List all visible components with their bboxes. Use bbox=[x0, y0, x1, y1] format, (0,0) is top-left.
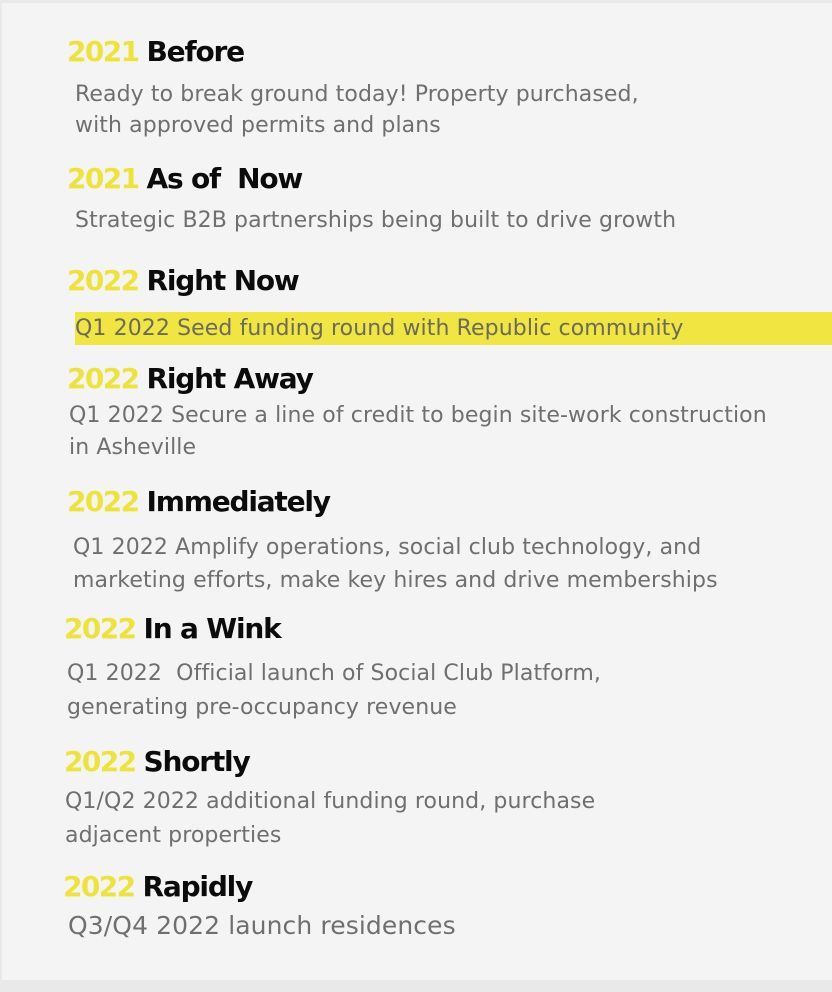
milestone-year: 2021 bbox=[67, 162, 140, 195]
milestone-title: As of Now bbox=[146, 162, 304, 195]
timeline-page: 2021 Before Ready to break ground today! … bbox=[2, 3, 832, 980]
milestone-year: 2022 bbox=[67, 362, 140, 395]
milestone-description: Q1 2022 Amplify operations, social club … bbox=[73, 531, 718, 597]
description-line: in Asheville bbox=[69, 435, 197, 460]
milestone-description: Q1/Q2 2022 additional funding round, pur… bbox=[65, 785, 595, 853]
description-line: adjacent properties bbox=[65, 823, 282, 848]
description-line: Q1 2022 Official launch of Social Club P… bbox=[67, 661, 601, 686]
description-line: Ready to break ground today! Property pu… bbox=[75, 82, 639, 107]
description-line: generating pre-occupancy revenue bbox=[67, 695, 457, 720]
milestone-heading: 2022 Shortly bbox=[64, 745, 251, 779]
milestone-title: In a Wink bbox=[143, 612, 282, 645]
milestone-title: Immediately bbox=[146, 485, 332, 518]
milestone-title: Right Away bbox=[146, 362, 314, 395]
description-line: Q1/Q2 2022 additional funding round, pur… bbox=[65, 789, 596, 814]
milestone-description: Q3/Q4 2022 launch residences bbox=[68, 909, 456, 943]
milestone-heading: 2022 In a Wink bbox=[64, 612, 282, 646]
milestone-description: Q1 2022 Official launch of Social Club P… bbox=[67, 657, 601, 725]
milestone-year: 2022 bbox=[67, 264, 140, 297]
description-line: Q1 2022 Amplify operations, social club … bbox=[73, 535, 702, 560]
milestone-year: 2022 bbox=[64, 745, 137, 778]
description-line: with approved permits and plans bbox=[75, 113, 441, 138]
milestone-heading: 2021 Before bbox=[67, 35, 246, 69]
milestone-heading: 2021 As of Now bbox=[67, 162, 304, 196]
milestone-heading: 2022 Rapidly bbox=[63, 870, 254, 904]
milestone-description: Ready to break ground today! Property pu… bbox=[75, 79, 639, 141]
description-line: Strategic B2B partnerships being built t… bbox=[75, 208, 677, 233]
milestone-heading: 2022 Right Away bbox=[67, 362, 314, 396]
milestone-title: Shortly bbox=[143, 745, 251, 778]
milestone-title: Rapidly bbox=[142, 870, 254, 903]
description-line: marketing efforts, make key hires and dr… bbox=[73, 568, 718, 593]
description-line: Q3/Q4 2022 launch residences bbox=[68, 911, 456, 940]
milestone-description-highlighted: Q1 2022 Seed funding round with Republic… bbox=[75, 312, 832, 345]
milestone-title: Right Now bbox=[146, 264, 300, 297]
milestone-year: 2022 bbox=[63, 870, 136, 903]
milestone-description: Strategic B2B partnerships being built t… bbox=[75, 205, 676, 236]
milestone-year: 2022 bbox=[67, 485, 140, 518]
milestone-description: Q1 2022 Secure a line of credit to begin… bbox=[69, 400, 767, 464]
milestone-heading: 2022 Right Now bbox=[67, 264, 300, 298]
milestone-title: Before bbox=[146, 35, 246, 68]
milestone-heading: 2022 Immediately bbox=[67, 485, 332, 519]
description-line: Q1 2022 Seed funding round with Republic… bbox=[75, 316, 684, 341]
description-line: Q1 2022 Secure a line of credit to begin… bbox=[69, 403, 767, 428]
milestone-year: 2022 bbox=[64, 612, 137, 645]
milestone-year: 2021 bbox=[67, 35, 140, 68]
